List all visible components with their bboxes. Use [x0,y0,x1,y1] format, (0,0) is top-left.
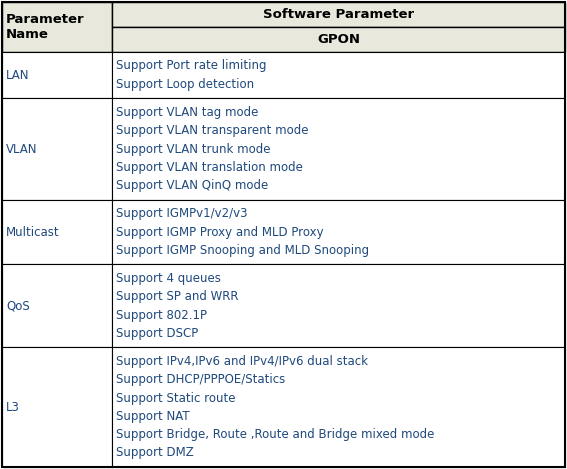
Text: Support NAT: Support NAT [116,410,190,423]
Text: Support DMZ: Support DMZ [116,446,194,459]
Text: Support VLAN tag mode: Support VLAN tag mode [116,106,259,119]
Text: GPON: GPON [317,33,360,46]
Text: Support VLAN QinQ mode: Support VLAN QinQ mode [116,179,269,192]
Bar [2,98,112,200]
Text: Support VLAN translation mode: Support VLAN translation mode [116,161,303,174]
Text: Parameter
Name: Parameter Name [6,13,84,41]
Text: L3: L3 [6,401,20,414]
Text: Support IGMP Proxy and MLD Proxy: Support IGMP Proxy and MLD Proxy [116,226,324,239]
Text: Support Port rate limiting: Support Port rate limiting [116,60,266,73]
Bar [2,200,112,265]
Text: Support IGMPv1/v2/v3: Support IGMPv1/v2/v3 [116,207,248,220]
Text: Support DHCP/PPPOE/Statics: Support DHCP/PPPOE/Statics [116,373,285,386]
Text: Support SP and WRR: Support SP and WRR [116,290,239,303]
Bar [112,52,565,98]
Bar [112,98,565,200]
Text: Support Loop detection: Support Loop detection [116,78,255,91]
Text: Support DSCP: Support DSCP [116,327,198,340]
Text: Support VLAN transparent mode: Support VLAN transparent mode [116,124,308,137]
Text: Multicast: Multicast [6,226,60,239]
Bar [112,348,565,467]
Bar [2,265,112,348]
Text: VLAN: VLAN [6,143,37,156]
Text: LAN: LAN [6,68,29,82]
Text: Support Static route: Support Static route [116,392,236,405]
Text: Support IGMP Snooping and MLD Snooping: Support IGMP Snooping and MLD Snooping [116,244,369,257]
Bar [2,52,112,98]
Text: QoS: QoS [6,300,29,312]
Text: Software Parameter: Software Parameter [263,8,414,21]
Bar [112,265,565,348]
Bar [2,348,112,467]
Bar [112,200,565,265]
Text: Support 4 queues: Support 4 queues [116,272,221,285]
Bar [2,2,112,52]
Text: Support IPv4,IPv6 and IPv4/IPv6 dual stack: Support IPv4,IPv6 and IPv4/IPv6 dual sta… [116,355,368,368]
Bar [112,27,565,52]
Bar [112,2,565,27]
Text: Support Bridge, Route ,Route and Bridge mixed mode: Support Bridge, Route ,Route and Bridge … [116,428,434,441]
Text: Support 802.1P: Support 802.1P [116,309,207,322]
Text: Support VLAN trunk mode: Support VLAN trunk mode [116,143,270,156]
